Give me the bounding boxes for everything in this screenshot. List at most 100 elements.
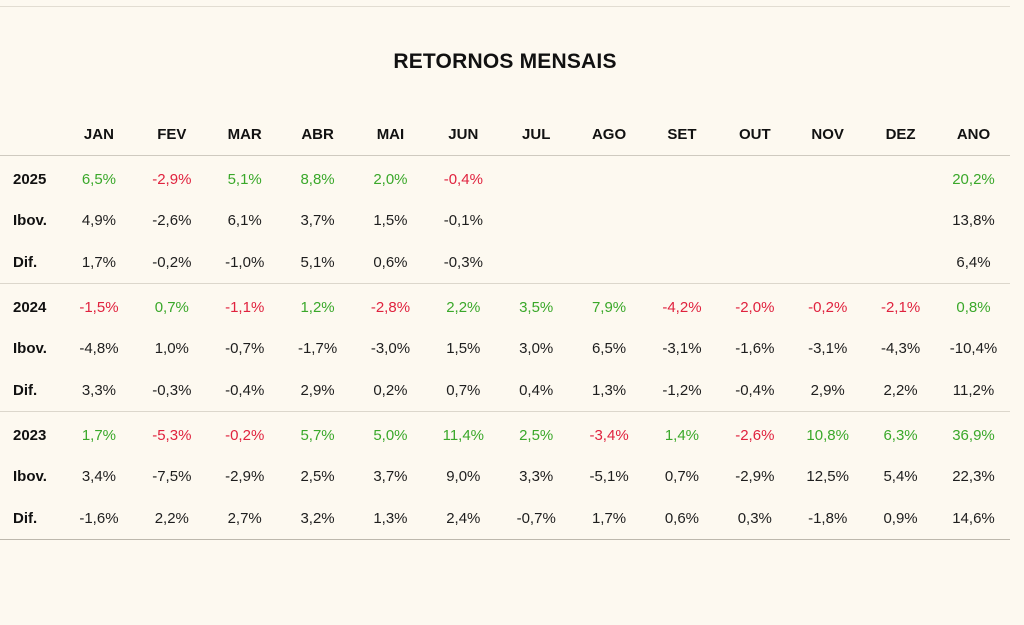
dif-row: Dif. -1,6% 2,2% 2,7% 3,2% 1,3% 2,4% -0,7% 1,7% 0,… bbox=[0, 497, 1010, 540]
value-cell bbox=[718, 241, 792, 284]
value-cell: 6,4% bbox=[937, 241, 1010, 284]
value-cell: 0,6% bbox=[645, 497, 719, 540]
value-cell: -5,1% bbox=[589, 468, 629, 486]
value-cell: -2,1% bbox=[880, 299, 921, 317]
row-label: Ibov. bbox=[13, 340, 47, 358]
row-label: 2023 bbox=[13, 426, 47, 444]
row-label: Ibov. bbox=[13, 212, 47, 230]
value-cell: 1,5% bbox=[446, 340, 481, 358]
value-cell: 10,8% bbox=[806, 426, 849, 444]
header-cell: JUL bbox=[499, 113, 573, 156]
value-cell: 1,4% bbox=[664, 426, 700, 444]
value-cell bbox=[499, 241, 573, 284]
value-cell: -1,6% bbox=[735, 340, 775, 358]
header-row: JAN FEV MAR ABR MAI JUN JUL AGO SET OUT … bbox=[0, 113, 1010, 156]
value-cell: -0,2% bbox=[808, 299, 848, 317]
value-cell: 1,3% bbox=[354, 497, 427, 540]
value-cell: 2,5% bbox=[300, 468, 335, 486]
header-cell: DEZ bbox=[864, 113, 937, 156]
value-cell: -0,4% bbox=[718, 369, 792, 412]
header-cell: JAN bbox=[62, 113, 136, 156]
value-cell: 8,8% bbox=[300, 171, 335, 189]
value-cell: -3,4% bbox=[589, 426, 629, 444]
value-cell: -1,2% bbox=[645, 369, 719, 412]
value-cell: 1,2% bbox=[300, 299, 335, 317]
value-cell: -2,6% bbox=[735, 426, 775, 444]
value-cell: 6,1% bbox=[227, 212, 262, 230]
value-cell bbox=[718, 156, 791, 201]
value-cell: 3,7% bbox=[300, 212, 335, 230]
value-cell: 0,6% bbox=[354, 241, 427, 284]
value-cell: -10,4% bbox=[949, 340, 998, 358]
header-cell: ABR bbox=[281, 113, 354, 156]
value-cell: -2,9% bbox=[225, 468, 265, 486]
value-cell: 1,0% bbox=[154, 340, 189, 358]
ibov-row: Ibov. 3,4% -7,5% -2,9% 2,5% 3,7% 9,0% 3,3% -5,1%… bbox=[0, 456, 1010, 497]
dif-row: Dif. 3,3% -0,3% -0,4% 2,9% 0,2% 0,7% 0,4% 1,3% -1… bbox=[0, 369, 1010, 412]
value-cell: 2,2% bbox=[446, 299, 481, 317]
header-cell: SET bbox=[645, 113, 719, 156]
value-cell: -7,5% bbox=[152, 468, 192, 486]
value-cell: 0,9% bbox=[864, 497, 937, 540]
value-cell: -3,1% bbox=[662, 340, 702, 358]
value-cell: 2,9% bbox=[791, 369, 865, 412]
value-cell: 2,7% bbox=[208, 497, 282, 540]
value-cell: 6,5% bbox=[81, 171, 117, 189]
value-cell: -0,4% bbox=[443, 171, 483, 189]
header-cell: AGO bbox=[572, 113, 646, 156]
value-cell: -0,3% bbox=[426, 241, 500, 284]
value-cell: 0,4% bbox=[499, 369, 573, 412]
value-cell bbox=[646, 156, 719, 201]
table-body: 2025 6,5% -2,9% 5,1% 8,8% 2,0% -0,4% 20,2% Ibov.… bbox=[0, 156, 1010, 540]
header-corner bbox=[0, 113, 63, 156]
header-cell: JUN bbox=[426, 113, 500, 156]
value-cell: 2,4% bbox=[426, 497, 500, 540]
value-cell: 22,3% bbox=[952, 468, 995, 486]
value-cell: 0,8% bbox=[956, 299, 991, 317]
value-cell bbox=[864, 241, 937, 284]
value-cell: -2,9% bbox=[152, 171, 192, 189]
header-cell: MAR bbox=[208, 113, 282, 156]
value-cell: 2,2% bbox=[864, 369, 937, 412]
value-cell: 3,4% bbox=[81, 468, 117, 486]
header-cell: NOV bbox=[791, 113, 865, 156]
value-cell: 2,2% bbox=[135, 497, 209, 540]
value-cell: 1,5% bbox=[373, 212, 408, 230]
top-divider bbox=[0, 6, 1010, 7]
value-cell: -1,0% bbox=[208, 241, 282, 284]
value-cell: 0,7% bbox=[664, 468, 700, 486]
value-cell: 3,7% bbox=[373, 468, 408, 486]
value-cell: -4,3% bbox=[880, 340, 921, 358]
value-cell: -2,9% bbox=[735, 468, 775, 486]
value-cell: -1,7% bbox=[297, 340, 338, 358]
value-cell: 0,7% bbox=[426, 369, 500, 412]
row-label: 2025 bbox=[13, 171, 47, 189]
row-label: 2024 bbox=[13, 299, 47, 317]
value-cell: 6,5% bbox=[591, 340, 627, 358]
value-cell: -4,8% bbox=[79, 340, 119, 358]
value-cell: -1,8% bbox=[791, 497, 865, 540]
value-cell: 3,5% bbox=[519, 299, 554, 317]
value-cell bbox=[791, 200, 864, 241]
value-cell bbox=[718, 200, 791, 241]
value-cell: -0,4% bbox=[208, 369, 282, 412]
value-cell: 2,9% bbox=[281, 369, 354, 412]
value-cell: -3,1% bbox=[808, 340, 848, 358]
value-cell: 20,2% bbox=[952, 171, 995, 189]
value-cell: 3,3% bbox=[519, 468, 554, 486]
value-cell: 13,8% bbox=[952, 212, 995, 230]
year-returns-row: 2023 1,7% -5,3% -0,2% 5,7% 5,0% 11,4% 2,5% -3,4%… bbox=[0, 411, 1010, 456]
value-cell: 9,0% bbox=[446, 468, 481, 486]
value-cell: 5,4% bbox=[883, 468, 918, 486]
value-cell: 2,0% bbox=[373, 171, 408, 189]
value-cell: 3,3% bbox=[62, 369, 136, 412]
value-cell: 4,9% bbox=[81, 212, 117, 230]
value-cell: -2,0% bbox=[735, 299, 775, 317]
value-cell bbox=[646, 200, 719, 241]
value-cell: 12,5% bbox=[806, 468, 849, 486]
value-cell: 5,7% bbox=[300, 426, 335, 444]
value-cell: -5,3% bbox=[152, 426, 192, 444]
value-cell bbox=[500, 156, 573, 201]
header-cell: OUT bbox=[718, 113, 792, 156]
